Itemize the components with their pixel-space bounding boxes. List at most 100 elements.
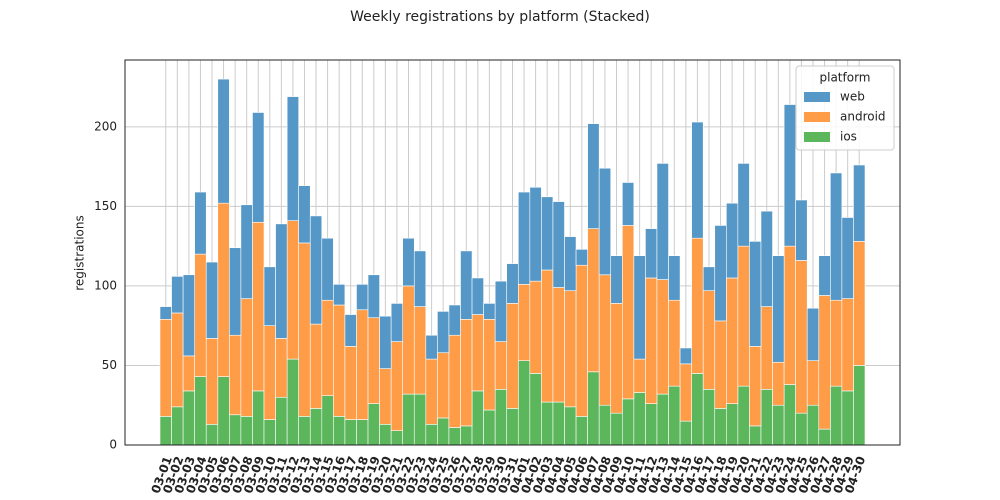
bar-segment — [413, 393, 427, 446]
bar-segment — [171, 276, 184, 314]
bar-segment — [633, 392, 646, 446]
bar-segment — [356, 419, 369, 446]
bar-segment — [194, 376, 207, 446]
bar-segment — [344, 346, 357, 420]
bar-segment — [610, 412, 623, 446]
bar-segment — [610, 303, 623, 414]
bar-segment — [194, 191, 207, 255]
legend-swatch — [804, 112, 830, 122]
legend-box — [795, 65, 895, 151]
bar-segment — [367, 403, 380, 446]
bar-segment — [252, 221, 265, 392]
bar-segment — [737, 245, 750, 387]
bar-segment — [425, 358, 438, 425]
bar-segment — [205, 261, 219, 339]
bar-segment — [552, 287, 565, 403]
bar-segment — [344, 314, 357, 347]
bar-segment — [841, 390, 854, 446]
bar-segment — [517, 360, 531, 446]
y-tick-label: 50 — [102, 358, 117, 372]
bar-segment — [795, 199, 808, 261]
bar-segment — [309, 215, 323, 325]
bar-segment — [795, 412, 808, 446]
bar-segment — [333, 304, 346, 417]
bar-segment — [379, 368, 392, 425]
bar-segment — [448, 427, 461, 446]
bar-segment — [830, 299, 843, 387]
bar-segment — [298, 242, 311, 417]
bar-segment — [390, 341, 404, 431]
bar-segment — [529, 186, 542, 282]
chart-title: Weekly registrations by platform (Stacke… — [350, 9, 650, 25]
bar-segment — [413, 250, 427, 307]
bar-segment — [390, 430, 404, 446]
bar-segment — [841, 298, 854, 392]
bar-segment — [483, 303, 496, 320]
bar-segment — [760, 306, 773, 390]
bar-segment — [483, 319, 496, 411]
bar-segment — [564, 406, 577, 446]
bar-segment — [668, 299, 681, 387]
bar-segment — [575, 264, 588, 417]
bar-segment — [656, 279, 669, 395]
bar-segment — [171, 312, 184, 408]
bar-segment — [229, 414, 242, 446]
bar-segment — [598, 404, 612, 446]
bar-segment — [783, 245, 796, 385]
bar-segment — [795, 260, 808, 414]
bar-segment — [737, 385, 750, 446]
bar-segment — [402, 237, 415, 287]
legend-label: ios — [840, 130, 857, 144]
bar-segment — [448, 334, 461, 428]
bar-segment — [691, 373, 704, 446]
bar-segment — [171, 406, 184, 446]
bar-segment — [830, 385, 843, 446]
bar-segment — [286, 220, 299, 360]
bar-segment — [679, 347, 692, 365]
bar-segment — [598, 167, 612, 276]
bar-segment — [517, 284, 531, 361]
y-tick-label: 200 — [94, 119, 117, 133]
bar-segment — [575, 416, 588, 446]
bars — [159, 78, 866, 446]
bar-segment — [529, 280, 542, 374]
bar-segment — [818, 295, 831, 430]
bar-segment — [425, 334, 438, 360]
bar-segment — [853, 241, 866, 366]
bar-segment — [726, 202, 739, 279]
bar-segment — [529, 373, 542, 446]
bar-segment — [494, 341, 508, 390]
bar-segment — [333, 284, 346, 306]
bar-segment — [252, 390, 265, 446]
bar-segment — [494, 280, 508, 342]
bar-segment — [702, 290, 716, 390]
bar-segment — [182, 355, 195, 392]
bar-segment — [217, 78, 230, 204]
bar-segment — [263, 266, 276, 326]
bar-segment — [691, 121, 704, 239]
bar-segment — [298, 185, 311, 244]
bar-segment — [240, 298, 253, 417]
bar-segment — [321, 237, 334, 301]
legend: platform web android ios — [795, 65, 895, 151]
bar-segment — [760, 210, 773, 307]
bar-segment — [471, 314, 484, 392]
bar-segment — [205, 424, 219, 446]
bar-segment — [830, 172, 843, 301]
bar-segment — [263, 325, 276, 420]
bar-segment — [818, 428, 831, 446]
bar-segment — [471, 390, 484, 446]
bar-segment — [806, 360, 820, 406]
bar-segment — [194, 253, 207, 377]
bar-segment — [668, 385, 681, 446]
bar-segment — [564, 236, 577, 291]
bar-segment — [541, 196, 554, 271]
bar-segment — [552, 401, 565, 446]
bar-segment — [749, 425, 762, 446]
bar-segment — [298, 416, 311, 446]
bar-segment — [645, 277, 658, 404]
bar-segment — [425, 424, 438, 446]
bar-segment — [564, 290, 577, 408]
bar-segment — [379, 424, 392, 446]
bar-segment — [621, 182, 635, 226]
